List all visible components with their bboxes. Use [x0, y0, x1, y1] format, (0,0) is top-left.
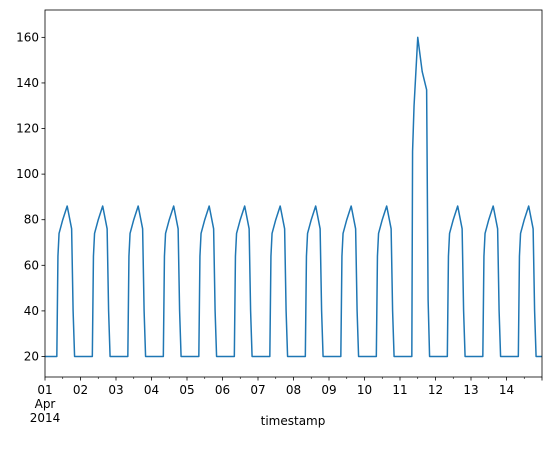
x-tick-label: 01 [37, 383, 52, 397]
series-line-0 [45, 36, 542, 358]
x-tick-label: 05 [179, 383, 194, 397]
x-tick-label: 04 [144, 383, 159, 397]
x-tick-label: 06 [215, 383, 230, 397]
x-axis-label: timestamp [261, 414, 326, 428]
x-tick-label: 12 [428, 383, 443, 397]
x-tick-label: 02 [73, 383, 88, 397]
x-tick-label: 11 [392, 383, 407, 397]
plot-area [45, 36, 542, 358]
y-tick-label: 20 [24, 349, 39, 363]
x-tick-label: 07 [250, 383, 265, 397]
y-tick-label: 140 [16, 76, 39, 90]
x-tick-label: 03 [108, 383, 123, 397]
x-tick-label: 13 [463, 383, 478, 397]
y-tick-label: 160 [16, 30, 39, 44]
x-tick-label: 09 [321, 383, 336, 397]
y-tick-label: 60 [24, 258, 39, 272]
axes-frame [44, 9, 543, 378]
x-tick-label: 14 [499, 383, 514, 397]
y-tick-label: 80 [24, 213, 39, 227]
y-tick-label: 100 [16, 167, 39, 181]
x-tick-label: 08 [286, 383, 301, 397]
axis-labels: timestamp 20 40 60 80 100 120 140 160 01 02 03 04 05… [16, 30, 514, 428]
x-tick-sublabel: 2014 [30, 411, 61, 425]
axes [41, 9, 543, 381]
x-tick-label: 10 [357, 383, 372, 397]
y-tick-label: 40 [24, 304, 39, 318]
x-tick-sublabel: Apr [35, 397, 56, 411]
y-tick-label: 120 [16, 122, 39, 136]
